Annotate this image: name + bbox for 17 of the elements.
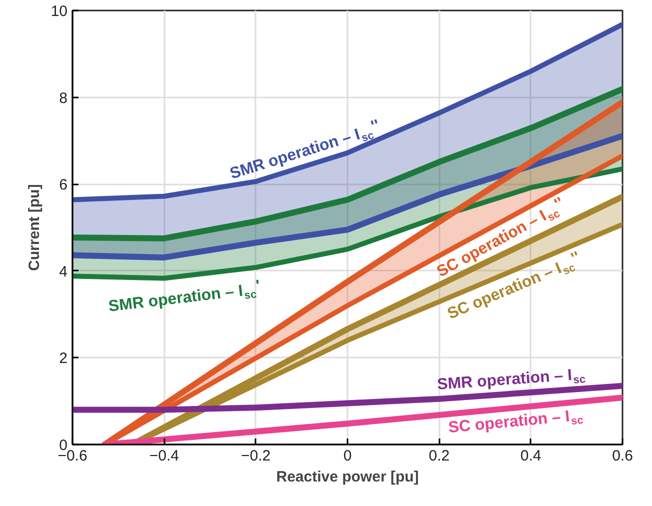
- x-tick-label: −0.4: [149, 448, 179, 464]
- x-tick-label: 0.4: [520, 448, 542, 464]
- y-axis-title: Current [pu]: [26, 184, 43, 271]
- y-tick-label: 2: [59, 350, 68, 368]
- y-tick-label: 4: [59, 263, 68, 280]
- y-tick-label: 10: [50, 3, 68, 20]
- y-tick-label: 0: [59, 437, 68, 454]
- x-tick-label: 0.2: [428, 448, 450, 464]
- x-tick-label: 0.6: [612, 448, 633, 464]
- y-tick-label: 6: [59, 176, 68, 194]
- text: SC operation – Isc: [448, 408, 584, 437]
- x-axis-title: Reactive power [pu]: [276, 468, 419, 486]
- x-tick-label: 0: [343, 448, 352, 464]
- series-label: SMR operation – Isc: [436, 366, 586, 394]
- x-tick-label: −0.2: [241, 448, 271, 464]
- text: SMR operation – Isc': [108, 278, 261, 316]
- y-tick-label: 8: [59, 90, 68, 107]
